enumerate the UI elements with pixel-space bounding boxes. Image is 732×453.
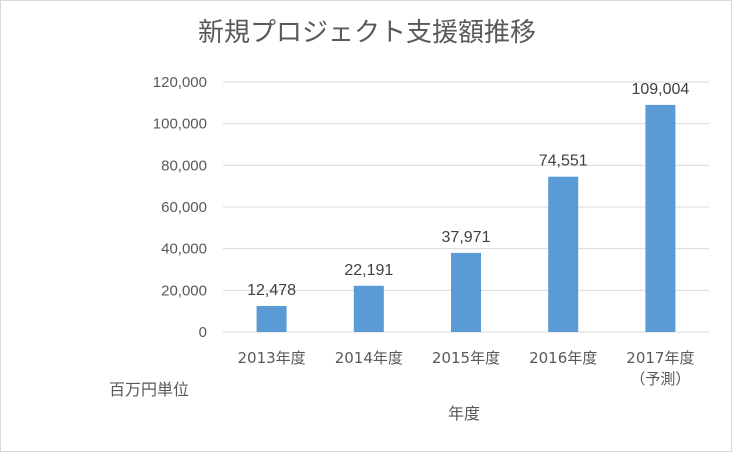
- x-category-label: 2015年度: [432, 349, 500, 367]
- x-category-label: 2014年度: [335, 349, 403, 367]
- bar: [645, 104, 676, 333]
- data-label: 22,191: [344, 262, 393, 279]
- bar: [548, 176, 579, 332]
- x-category-label: 2017年度: [626, 349, 694, 367]
- x-axis-categories: 2013年度 2014年度 2015年度 2016年度 2017年度 （予測）: [238, 349, 695, 388]
- data-labels: 12,478 22,191 37,971 74,551 109,004: [247, 81, 689, 299]
- x-category-sublabel: （予測）: [630, 370, 690, 388]
- chart-title: 新規プロジェクト支援額推移: [198, 18, 536, 48]
- x-axis-title: 年度: [448, 404, 480, 423]
- x-category-label: 2013年度: [238, 349, 306, 367]
- y-axis-title: 百万円単位: [109, 380, 189, 399]
- data-label: 109,004: [631, 81, 689, 98]
- y-tick-label: 20,000: [161, 282, 207, 299]
- bars: [256, 104, 676, 333]
- bar: [451, 252, 481, 332]
- y-tick-label: 100,000: [153, 116, 207, 133]
- y-tick-label: 120,000: [153, 74, 207, 91]
- y-tick-label: 40,000: [161, 241, 207, 258]
- y-tick-label: 80,000: [161, 157, 207, 174]
- data-label: 37,971: [442, 229, 491, 246]
- data-label: 74,551: [539, 153, 588, 170]
- y-tick-label: 0: [199, 324, 207, 341]
- y-axis-ticks: 0 20,000 40,000 60,000 80,000 100,000 120,000: [153, 74, 207, 341]
- y-tick-label: 60,000: [161, 199, 207, 216]
- bar: [353, 285, 384, 332]
- x-category-label: 2016年度: [529, 349, 597, 367]
- bar: [256, 306, 287, 332]
- gridlines: [223, 81, 709, 333]
- data-label: 12,478: [247, 282, 296, 299]
